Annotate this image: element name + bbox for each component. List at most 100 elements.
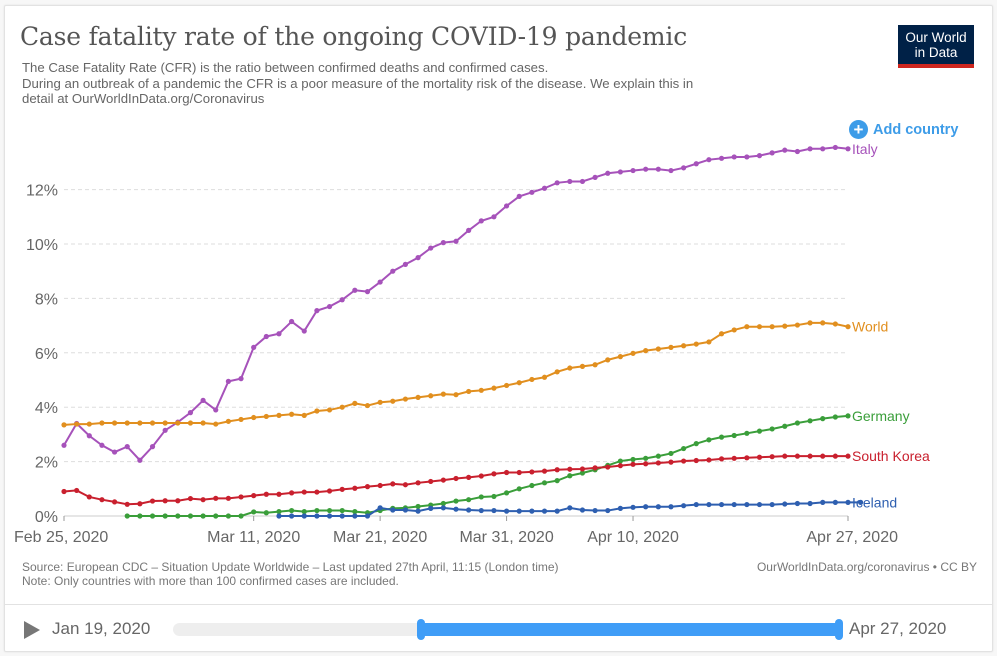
data-point — [99, 442, 105, 448]
data-point — [756, 454, 763, 460]
data-point — [74, 421, 80, 427]
data-point — [200, 497, 206, 503]
data-point — [99, 497, 105, 503]
subtitle-line[interactable]: detail at OurWorldInData.org/Coronavirus — [22, 91, 265, 106]
owid-logo[interactable]: Our World in Data — [898, 25, 974, 68]
data-point — [630, 167, 636, 174]
timeline-end-handle[interactable] — [835, 619, 843, 640]
data-point — [668, 167, 674, 174]
data-point — [731, 327, 737, 333]
y-tick-label: 10% — [26, 237, 58, 254]
data-point — [744, 430, 750, 436]
data-point — [175, 420, 181, 426]
data-point — [529, 189, 535, 195]
data-point — [61, 488, 67, 495]
data-point — [251, 509, 257, 515]
data-point — [390, 507, 396, 513]
series-label[interactable]: Iceland — [852, 494, 897, 510]
data-point — [314, 507, 320, 514]
data-point — [541, 508, 548, 514]
data-point — [402, 507, 409, 513]
data-point — [807, 500, 813, 507]
data-point — [289, 318, 295, 325]
data-point — [643, 166, 649, 172]
series-south-korea — [61, 453, 851, 507]
data-point — [794, 420, 801, 426]
data-point — [491, 214, 497, 220]
data-point — [276, 412, 282, 418]
data-point — [794, 148, 801, 155]
data-point — [440, 500, 446, 507]
data-point — [162, 420, 168, 426]
series-label[interactable]: Italy — [852, 141, 878, 157]
timeline-start-handle[interactable] — [417, 619, 425, 640]
attribution-link[interactable]: OurWorldInData.org/coronavirus • CC BY — [756, 560, 977, 574]
data-point — [782, 501, 788, 507]
series-label[interactable]: World — [852, 319, 888, 335]
data-point — [592, 465, 598, 471]
data-point — [301, 513, 307, 519]
data-point — [213, 421, 219, 427]
data-point — [352, 509, 358, 515]
data-point — [478, 507, 484, 514]
data-point — [503, 508, 510, 514]
series-iceland — [276, 499, 864, 519]
series-labels: Italy World Germany South Korea Iceland — [852, 141, 930, 511]
data-point — [718, 456, 725, 462]
data-point — [579, 507, 586, 513]
data-point — [744, 501, 750, 508]
timeline-selected-range[interactable] — [421, 623, 839, 636]
data-point — [415, 503, 421, 510]
data-point — [377, 399, 383, 405]
data-point — [756, 153, 763, 159]
data-point — [453, 475, 459, 482]
data-point — [390, 268, 396, 274]
data-point — [706, 457, 712, 463]
data-point — [111, 499, 118, 505]
data-point — [289, 411, 295, 417]
data-point — [756, 324, 763, 330]
data-point — [529, 482, 535, 489]
series-label[interactable]: Germany — [852, 408, 910, 424]
data-point — [377, 482, 383, 489]
data-point — [453, 498, 459, 504]
chart-card — [4, 5, 993, 652]
data-point — [276, 331, 282, 337]
data-point — [681, 343, 687, 349]
data-point — [503, 490, 510, 496]
y-tick-label: 0% — [35, 509, 58, 526]
data-point — [693, 441, 699, 447]
data-point — [668, 450, 674, 457]
data-point — [718, 155, 725, 161]
data-point — [554, 478, 560, 484]
play-icon[interactable] — [24, 621, 40, 639]
data-point — [289, 490, 295, 496]
data-point — [718, 501, 725, 508]
add-country-button[interactable]: + Add country — [849, 120, 958, 139]
data-point — [529, 508, 535, 514]
data-point — [605, 170, 611, 176]
data-point — [61, 442, 67, 448]
data-point — [503, 469, 510, 476]
data-point — [326, 488, 333, 494]
data-point — [440, 477, 446, 483]
data-point — [86, 421, 92, 427]
data-point — [845, 324, 851, 330]
series-label[interactable]: South Korea — [852, 448, 930, 464]
plus-circle-icon: + — [849, 120, 868, 139]
data-point — [541, 468, 548, 474]
data-point — [630, 456, 636, 463]
data-point — [845, 413, 851, 419]
data-point — [491, 385, 497, 391]
data-point — [554, 508, 560, 514]
data-point — [251, 493, 257, 499]
data-point — [326, 513, 333, 519]
data-point — [541, 480, 548, 486]
data-point — [137, 501, 143, 507]
data-point — [466, 474, 472, 480]
data-point — [440, 240, 446, 246]
data-point — [491, 507, 497, 514]
data-point — [466, 227, 472, 233]
data-point — [162, 498, 168, 504]
series-line — [63, 321, 849, 426]
